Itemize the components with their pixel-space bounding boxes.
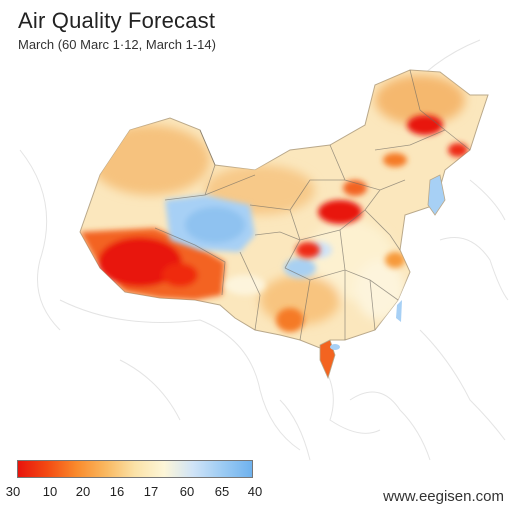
- legend-tick: 17: [143, 484, 159, 499]
- watermark: www.eegisen.com: [383, 488, 504, 505]
- legend-tick: 10: [42, 484, 58, 499]
- china-region: [79, 69, 489, 380]
- legend-tick: 16: [109, 484, 125, 499]
- legend-tick: 60: [179, 484, 195, 499]
- legend-tick: 40: [247, 484, 263, 499]
- legend-tick: 20: [75, 484, 91, 499]
- legend-tick: 65: [214, 484, 230, 499]
- page-subtitle: March (60 Marc 1·12, March 1-14): [18, 37, 216, 52]
- legend-tick: 30: [5, 484, 21, 499]
- legend-color-bar: [17, 460, 253, 478]
- page-title: Air Quality Forecast: [18, 8, 216, 33]
- legend-ticks: 30 10 20 16 17 60 65 40: [3, 484, 265, 500]
